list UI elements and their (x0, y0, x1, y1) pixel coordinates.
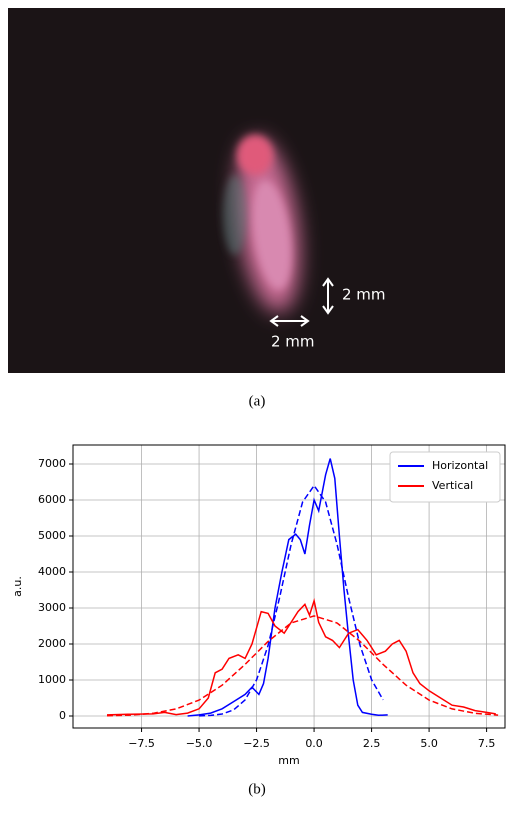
y-tick-label: 2000 (38, 637, 66, 650)
x-tick-label: −5.0 (186, 737, 213, 750)
axes-frame (72, 444, 506, 729)
data-line (106, 615, 499, 717)
x-axis-label: mm (278, 754, 299, 767)
y-axis-label: a.u. (11, 576, 24, 597)
caption: (a) (249, 393, 266, 409)
scale-label: 2 mm (271, 333, 315, 351)
scale-label: 2 mm (342, 286, 386, 304)
legend-label: Vertical (432, 479, 473, 492)
y-tick-label: 6000 (38, 493, 66, 506)
y-tick-label: 1000 (38, 673, 66, 686)
x-tick-label: 0.0 (305, 737, 323, 750)
y-tick-label: 5000 (38, 529, 66, 542)
data-line (187, 458, 388, 717)
x-tick-label: −2.5 (243, 737, 270, 750)
legend-label: Horizontal (432, 459, 488, 472)
legend-box (389, 451, 501, 503)
x-tick-label: 5.0 (420, 737, 438, 750)
y-tick-label: 3000 (38, 601, 66, 614)
beam-image: 2 mm 2 mm (8, 8, 505, 373)
y-tick-label: 0 (59, 709, 66, 722)
caption: (b) (248, 781, 266, 797)
x-tick-label: 2.5 (363, 737, 381, 750)
data-line (199, 484, 384, 717)
data-line (106, 597, 496, 716)
y-tick-label: 7000 (38, 457, 66, 470)
plot: −7.5 −5.0 −2.5 0.0 2.5 5.0 7.5 0 1000 2000 3000 400… (11, 444, 506, 767)
y-tick-label: 4000 (38, 565, 66, 578)
x-tick-label: −7.5 (128, 737, 155, 750)
x-tick-label: 7.5 (478, 737, 496, 750)
